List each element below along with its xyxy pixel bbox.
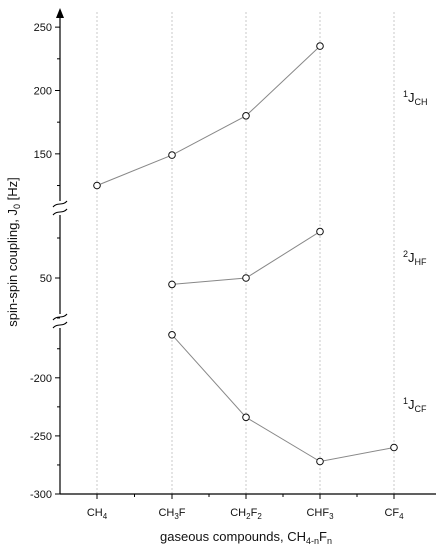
series-label-JCF: 1JCF [403, 396, 427, 414]
x-tick-label-3: CHF3 [306, 507, 334, 521]
x-axis-title: gaseous compounds, CH4-nFn [160, 529, 332, 546]
data-point-JCF-4 [390, 443, 398, 452]
grid [96, 12, 395, 494]
data-point-JCH-2 [242, 112, 250, 120]
series-line-JCH [96, 45, 321, 186]
y-axis-title: spin-spin coupling, J0 [Hz] [5, 177, 22, 327]
axis-break-1-1 [52, 321, 68, 329]
data-point-JHF-1 [168, 280, 176, 289]
axes [52, 8, 436, 499]
axis-break-0-0 [52, 200, 68, 208]
data-points [93, 42, 398, 466]
data-point-JHF-2 [242, 274, 250, 282]
labels: CH4 CH3F CH2F2 CHF3 CF4 150 200 250 50 -200 -250 -3… [5, 22, 428, 546]
series-label-JCH: 1JCH [403, 89, 428, 107]
data-point-JCH-3 [316, 42, 324, 50]
data-point-JHF-3 [316, 227, 324, 236]
y-tick-label-JCF-2: -300 [30, 489, 52, 501]
axis-break-0-1 [52, 208, 68, 216]
y-tick-label-JCF-0: -200 [30, 373, 52, 385]
series-line-JCF [171, 334, 395, 463]
y-tick-label-JCH-2: 250 [34, 22, 52, 34]
x-tick-label-2: CH2F2 [230, 507, 262, 521]
data-point-JCH-0 [93, 181, 101, 190]
data-point-JCF-3 [316, 457, 324, 466]
x-tick-label-0: CH4 [87, 507, 108, 521]
x-tick-label-1: CH3F [158, 507, 185, 521]
y-tick-label-JCH-1: 200 [34, 85, 52, 97]
data-point-JCF-2 [242, 413, 250, 422]
y-axis-arrow-icon [56, 8, 64, 18]
x-tick-label-4: CF4 [384, 507, 404, 521]
data-point-JCH-1 [168, 151, 176, 159]
series-label-JHF: 2JHF [403, 249, 427, 267]
y-tick-label-JCF-1: -250 [30, 431, 52, 443]
axis-break-1-0 [52, 313, 68, 321]
y-tick-label-JHF-0: 50 [40, 273, 52, 285]
data-point-JCF-1 [168, 331, 176, 339]
y-tick-label-JCH-0: 150 [34, 149, 52, 161]
